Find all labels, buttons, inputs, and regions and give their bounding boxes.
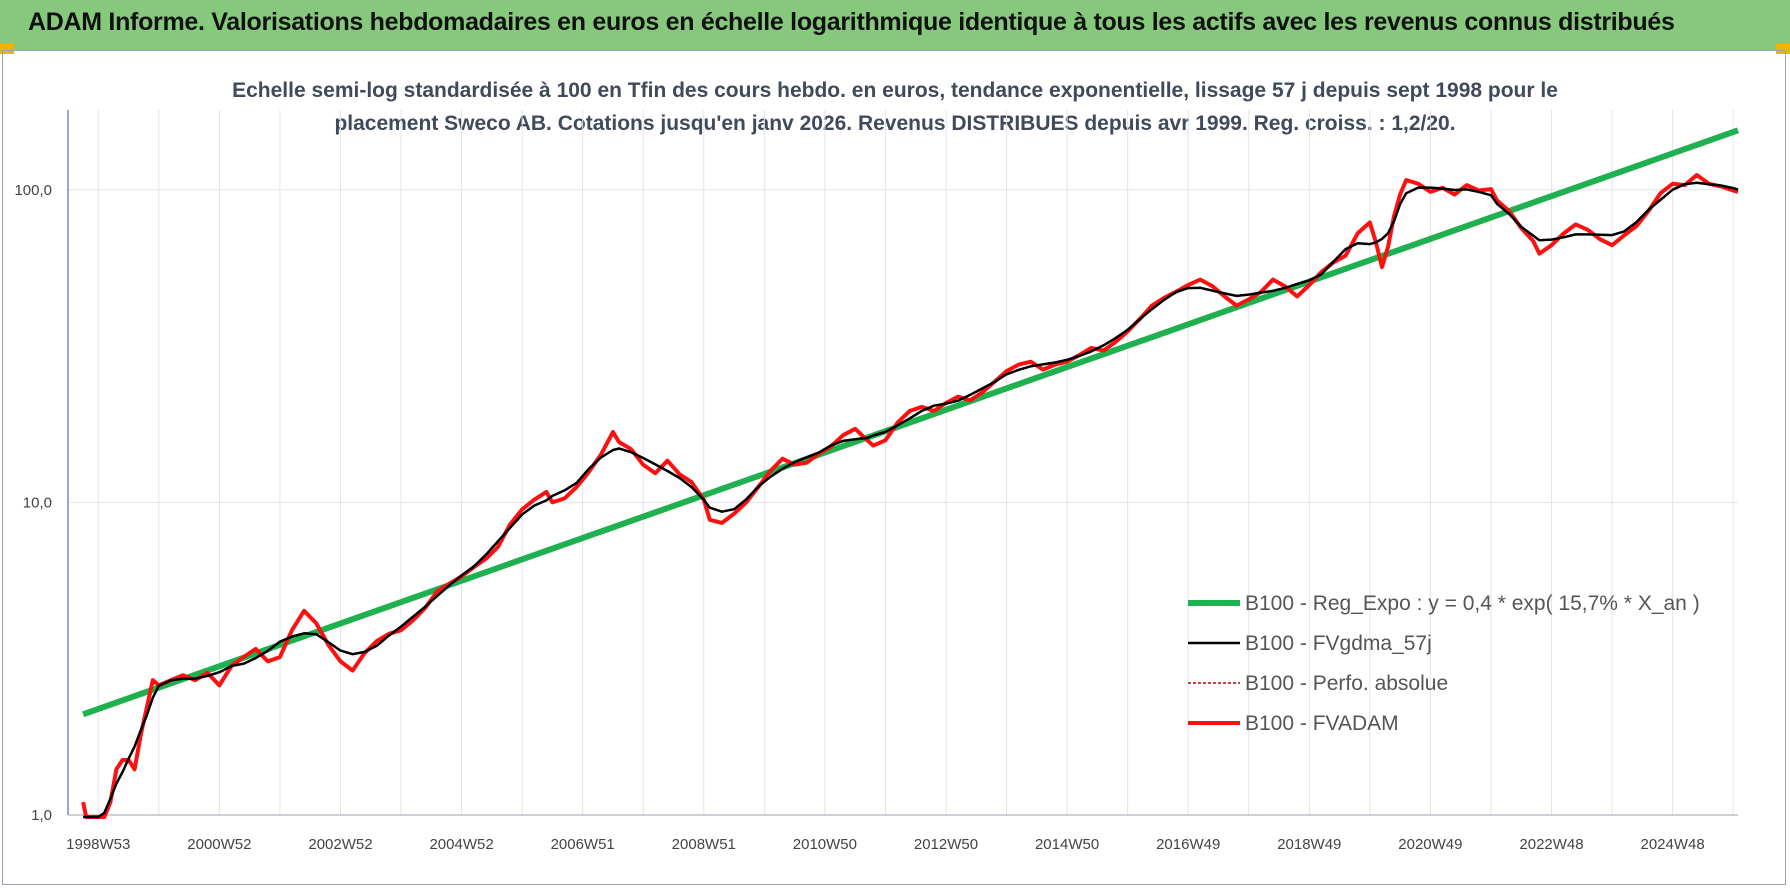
y-tick-label: 100,0 xyxy=(14,182,52,199)
series-line-fvadam xyxy=(81,173,1739,819)
banner-title: ADAM Informe. Valorisations hebdomadaire… xyxy=(28,8,1675,36)
x-tick-label: 2020W49 xyxy=(1398,836,1462,853)
axes: 1,0 10,0 100,0 1998W53 2000W52 2002W52 2004W52… xyxy=(14,110,1738,853)
title-banner: ADAM Informe. Valorisations hebdomadaire… xyxy=(0,0,1790,50)
x-tick-label: 2022W48 xyxy=(1519,836,1583,853)
x-tick-label: 2000W52 xyxy=(187,836,251,853)
chart-title-line-2: placement Sweco AB. Cotations jusqu'en j… xyxy=(334,112,1456,135)
x-tick-label: 2004W52 xyxy=(429,836,493,853)
chart-title-line-1: Echelle semi-log standardisée à 100 en T… xyxy=(232,79,1558,102)
y-tick-label: 10,0 xyxy=(23,494,52,511)
series-group xyxy=(81,127,1739,819)
series-line-moving-average xyxy=(83,181,1739,819)
x-tick-label: 2024W48 xyxy=(1640,836,1704,853)
legend: B100 - Reg_Expo : y = 0,4 * exp( 15,7% *… xyxy=(1188,592,1700,735)
legend-label-fvadam: B100 - FVADAM xyxy=(1245,712,1399,735)
y-tick-label: 1,0 xyxy=(31,807,52,824)
chart-title: Echelle semi-log standardisée à 100 en T… xyxy=(150,74,1640,140)
legend-label-moving-average: B100 - FVgdma_57j xyxy=(1245,632,1432,655)
x-tick-label: 1998W53 xyxy=(66,836,130,853)
grid-lines xyxy=(68,110,1738,815)
x-tick-label: 2008W51 xyxy=(672,836,736,853)
chart-frame xyxy=(2,50,1786,885)
x-tick-label: 2012W50 xyxy=(914,836,978,853)
x-tick-label: 2002W52 xyxy=(308,836,372,853)
x-tick-label: 2018W49 xyxy=(1277,836,1341,853)
x-tick-label: 2016W49 xyxy=(1156,836,1220,853)
corner-marker-left xyxy=(0,44,14,54)
series-line-regression xyxy=(82,127,1739,718)
x-tick-label: 2010W50 xyxy=(793,836,857,853)
legend-label-perfo-absolue: B100 - Perfo. absolue xyxy=(1245,672,1448,695)
legend-label-regression: B100 - Reg_Expo : y = 0,4 * exp( 15,7% *… xyxy=(1245,592,1700,615)
corner-marker-right xyxy=(1776,44,1790,54)
x-tick-label: 2014W50 xyxy=(1035,836,1099,853)
x-tick-label: 2006W51 xyxy=(551,836,615,853)
